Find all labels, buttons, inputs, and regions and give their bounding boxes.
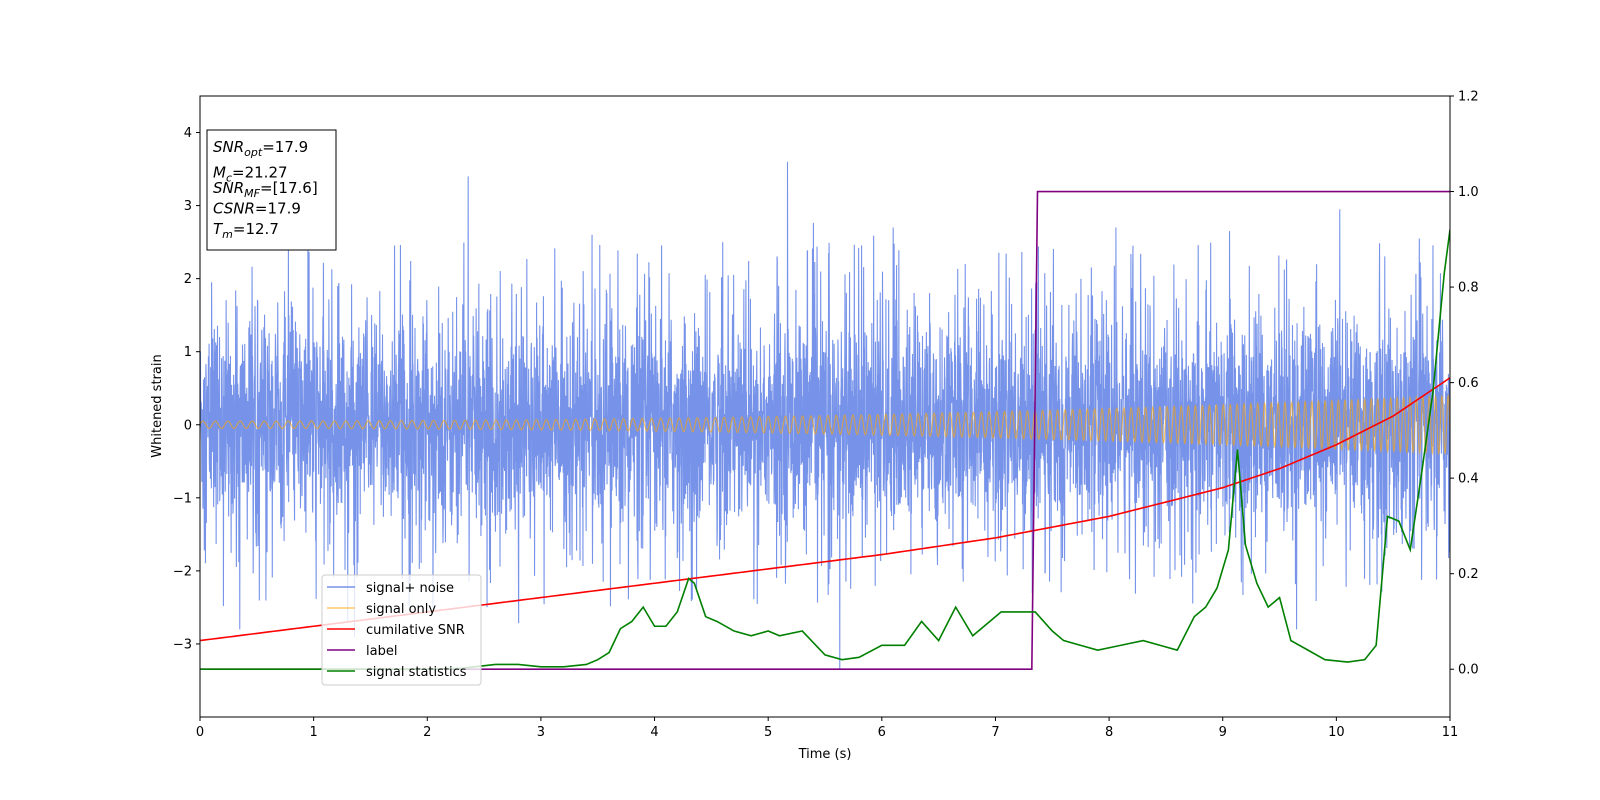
y-tick-label: −3 bbox=[173, 637, 192, 652]
y2-tick-label: 1.0 bbox=[1458, 185, 1479, 200]
x-tick-label: 6 bbox=[878, 725, 886, 740]
x-tick-label: 8 bbox=[1105, 725, 1113, 740]
y-tick-label: −1 bbox=[173, 491, 192, 506]
y-tick-label: 4 bbox=[184, 126, 192, 141]
info-line: SNRopt=17.9 bbox=[213, 138, 308, 159]
x-tick-label: 11 bbox=[1442, 725, 1459, 740]
info-line: SNRMF=[17.6] bbox=[213, 179, 318, 200]
legend-entry: signal statistics bbox=[366, 665, 467, 680]
y2-tick-label: 1.2 bbox=[1458, 90, 1479, 105]
series-label bbox=[200, 190, 1450, 671]
x-tick-label: 1 bbox=[309, 725, 317, 740]
y-tick-label: 0 bbox=[184, 418, 192, 433]
x-tick-label: 5 bbox=[764, 725, 772, 740]
series-signal-noise bbox=[200, 161, 1450, 670]
x-tick-label: 4 bbox=[650, 725, 658, 740]
y-tick-label: 1 bbox=[184, 345, 192, 360]
y2-tick-label: 0.0 bbox=[1458, 663, 1479, 678]
legend-entry: signal only bbox=[366, 602, 436, 617]
plot-frame bbox=[199, 95, 1451, 718]
y-tick-label: −2 bbox=[173, 564, 192, 579]
axes-layer: 0 1 2 3 4 5 6 7 8 9 10 11 −3 −2 −1 0 1 2 3 4 0.0 0.2 0.4 0.6 0.8… bbox=[173, 90, 1479, 741]
x-tick-label: 9 bbox=[1219, 725, 1227, 740]
x-tick-label: 10 bbox=[1328, 725, 1345, 740]
info-box-frame bbox=[206, 129, 337, 251]
x-axis-label: Time (s) bbox=[798, 747, 852, 762]
y2-tick-label: 0.8 bbox=[1458, 281, 1479, 296]
x-tick-label: 0 bbox=[196, 725, 204, 740]
x-tick-label: 3 bbox=[537, 725, 545, 740]
y2-tick-label: 0.4 bbox=[1458, 472, 1479, 487]
y-tick-label: 2 bbox=[184, 272, 192, 287]
legend-frame bbox=[321, 574, 482, 686]
series-signal-statistics bbox=[200, 229, 1450, 671]
legend-entry: cumilative SNR bbox=[366, 623, 465, 638]
series-signal-only bbox=[200, 393, 1450, 456]
info-line: Tm=12.7 bbox=[213, 220, 279, 241]
legend-entry: label bbox=[366, 644, 397, 659]
x-tick-label: 2 bbox=[423, 725, 431, 740]
legend-entry: signal+ noise bbox=[366, 581, 454, 596]
info-line: Mc=21.27 bbox=[213, 164, 288, 185]
y2-tick-label: 0.6 bbox=[1458, 376, 1479, 391]
info-line: CSNR=17.9 bbox=[213, 200, 301, 218]
y-axis-label: Whitened strain bbox=[150, 354, 165, 457]
x-tick-label: 7 bbox=[991, 725, 999, 740]
info-box: SNRopt=17.9 Mc=21.27SNRMF=[17.6]CSNR=17.9… bbox=[206, 129, 337, 251]
legend: signal+ noise signal only cumilative SNR la… bbox=[321, 574, 482, 686]
y2-tick-label: 0.2 bbox=[1458, 567, 1479, 582]
y-tick-label: 3 bbox=[184, 199, 192, 214]
